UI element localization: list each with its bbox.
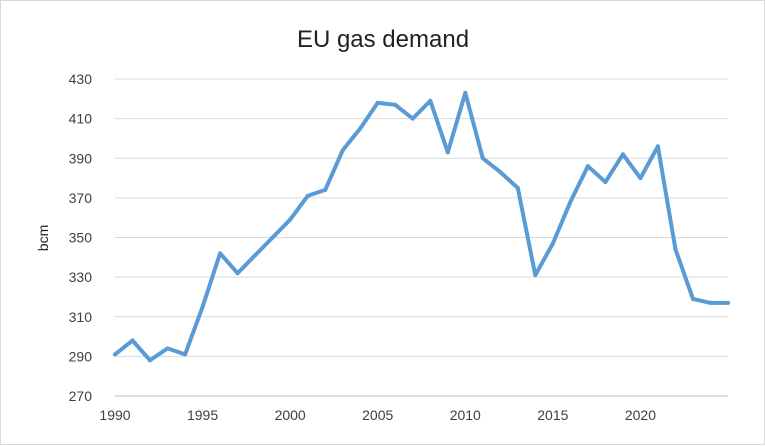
data-point bbox=[253, 253, 258, 258]
data-point bbox=[200, 304, 205, 309]
data-point bbox=[690, 296, 695, 301]
data-point bbox=[130, 338, 135, 343]
y-tick-label: 430 bbox=[69, 71, 93, 87]
chart-title: EU gas demand bbox=[297, 26, 469, 53]
x-tick-label: 2020 bbox=[625, 407, 656, 423]
y-tick-label: 350 bbox=[69, 230, 93, 246]
data-point bbox=[708, 300, 713, 305]
data-point bbox=[358, 126, 363, 131]
data-point bbox=[550, 241, 555, 246]
data-point bbox=[638, 176, 643, 181]
data-point bbox=[323, 187, 328, 192]
data-point bbox=[235, 271, 240, 276]
data-point bbox=[410, 116, 415, 121]
x-tick-label: 1990 bbox=[99, 407, 130, 423]
y-tick-label: 270 bbox=[69, 388, 93, 404]
data-point bbox=[375, 100, 380, 105]
y-axis-ticks: 270 290 310 330 350 370 390 410 430 bbox=[69, 71, 93, 404]
data-point bbox=[305, 193, 310, 198]
data-point bbox=[148, 358, 153, 363]
data-point bbox=[603, 180, 608, 185]
data-point bbox=[393, 102, 398, 107]
data-point bbox=[620, 152, 625, 157]
series-layer bbox=[113, 90, 730, 363]
y-tick-label: 290 bbox=[69, 348, 93, 364]
y-tick-label: 370 bbox=[69, 190, 93, 206]
data-point bbox=[673, 247, 678, 252]
y-tick-label: 410 bbox=[69, 111, 93, 127]
y-axis-label: bcm bbox=[35, 225, 51, 251]
y-tick-label: 310 bbox=[69, 309, 93, 325]
data-point bbox=[183, 352, 188, 357]
data-point bbox=[655, 144, 660, 149]
data-point bbox=[480, 156, 485, 161]
data-point bbox=[270, 235, 275, 240]
data-point bbox=[726, 300, 730, 305]
x-tick-label: 2010 bbox=[450, 407, 481, 423]
data-point bbox=[428, 98, 433, 103]
x-tick-label: 2000 bbox=[275, 407, 306, 423]
data-point bbox=[165, 346, 170, 351]
x-axis-ticks: 1990 1995 2000 2005 2010 2015 2020 bbox=[99, 407, 656, 423]
data-point bbox=[340, 148, 345, 153]
y-tick-label: 390 bbox=[69, 150, 93, 166]
gridlines bbox=[115, 78, 728, 357]
data-point bbox=[218, 251, 223, 256]
x-tick-label: 2015 bbox=[537, 407, 568, 423]
data-point bbox=[533, 273, 538, 278]
series-line-1 bbox=[113, 90, 730, 363]
data-point bbox=[498, 170, 503, 175]
y-tick-label: 330 bbox=[69, 269, 93, 285]
data-point bbox=[568, 199, 573, 204]
x-tick-label: 2005 bbox=[362, 407, 393, 423]
data-point bbox=[585, 164, 590, 169]
data-point bbox=[288, 217, 293, 222]
data-point bbox=[463, 90, 468, 95]
data-point bbox=[515, 185, 520, 190]
data-point bbox=[113, 352, 117, 357]
data-point bbox=[445, 150, 450, 155]
x-tick-label: 1995 bbox=[187, 407, 218, 423]
